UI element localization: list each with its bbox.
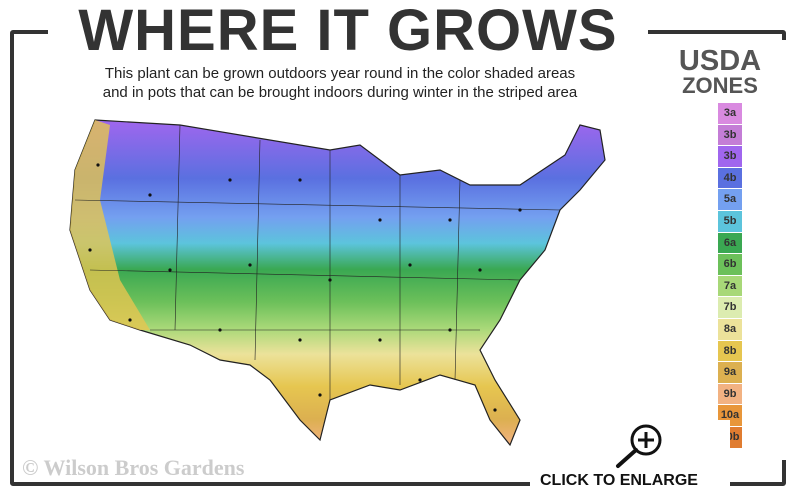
legend-zone-5a: 5a — [718, 189, 742, 210]
legend-zone-6b: 6b — [718, 254, 742, 275]
state-borders — [74, 124, 561, 400]
subtitle-line-1: This plant can be grown outdoors year ro… — [104, 65, 576, 82]
legend-zone-3a: 3a — [718, 103, 742, 124]
legend-zone-6a: 6a — [718, 232, 742, 254]
usda-zone-map[interactable] — [60, 105, 660, 455]
legend-zone-4b: 4b — [718, 167, 742, 189]
legend-zone-9b: 9b — [718, 383, 742, 405]
legend-zone-8b: 8b — [718, 340, 742, 362]
copyright-watermark: © Wilson Bros Gardens — [22, 455, 245, 480]
legend-title-zones: ZONES — [682, 73, 758, 98]
click-to-enlarge-button[interactable]: CLICK TO ENLARGE — [530, 420, 730, 500]
page-title: WHERE IT GROWS — [48, 0, 648, 62]
magnifier-plus-icon — [616, 424, 662, 468]
legend-zone-9a: 9a — [718, 362, 742, 383]
legend-zone-3b: 3b — [718, 146, 742, 167]
west-coast-zone — [70, 120, 150, 330]
legend-zone-8a: 8a — [718, 318, 742, 340]
legend-title-usda: USDA — [678, 45, 762, 77]
enlarge-label: CLICK TO ENLARGE — [540, 472, 698, 489]
subtitle: This plant can be grown outdoors year ro… — [50, 64, 630, 102]
legend-zone-7a: 7a — [718, 275, 742, 297]
usda-legend: USDA ZONES 3a 3b 3b 4b 5a 5b 6a 6b 7a 7b 8a 8b 9a 9b 1… — [660, 40, 790, 460]
legend-zone-5b: 5b — [718, 210, 742, 232]
subtitle-line-2: and in pots that can be brought indoors … — [102, 84, 578, 101]
zone-list: 3a 3b 3b 4b 5a 5b 6a 6b 7a 7b 8a 8b 9a 9b 10a 10b — [718, 103, 742, 449]
us-map-shape — [69, 119, 606, 447]
city-dots — [88, 163, 522, 412]
legend-zone-3b: 3b — [718, 124, 742, 146]
legend-zone-7b: 7b — [718, 297, 742, 318]
